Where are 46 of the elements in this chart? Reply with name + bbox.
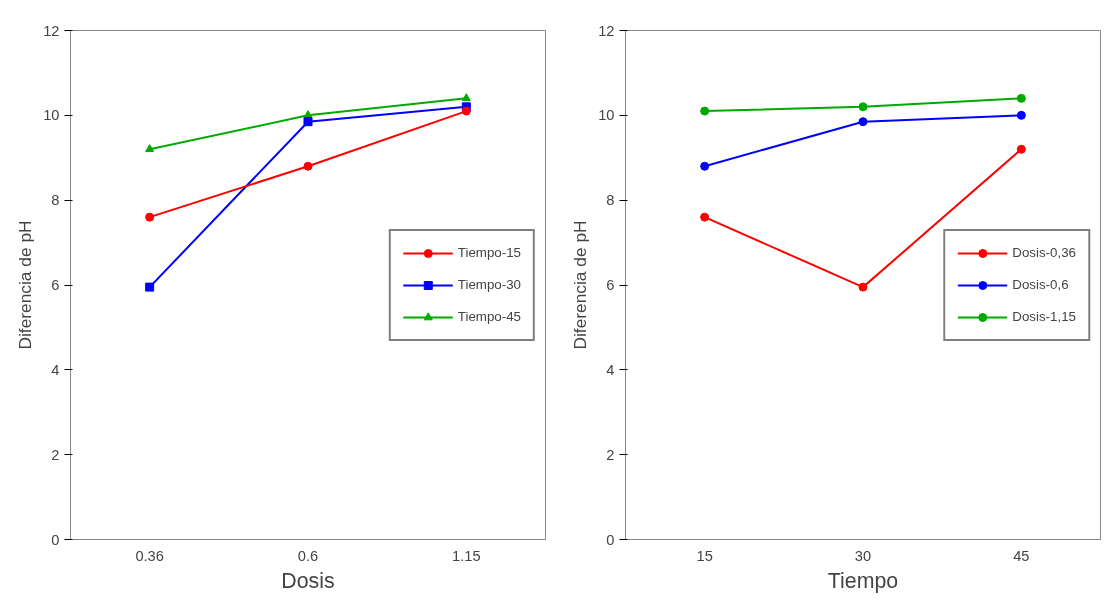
x-tick-label: 15 — [696, 547, 713, 564]
legend-label: Dosis-0,36 — [1012, 245, 1076, 260]
x-tick-label: 0.6 — [297, 547, 319, 564]
point — [1016, 110, 1026, 120]
y-axis-title: Diferencia de pH — [15, 220, 36, 350]
y-tick-label: 6 — [606, 277, 615, 293]
y-tick-label: 10 — [598, 107, 615, 124]
y-tick-label: 4 — [606, 361, 615, 378]
y-axis-title: Diferencia de pH — [570, 220, 591, 350]
point — [700, 106, 710, 116]
y-tick-label: 4 — [51, 361, 60, 378]
point — [303, 161, 313, 171]
point — [145, 212, 155, 222]
legend-label: Tiempo-30 — [457, 277, 521, 292]
y-tick-label: 2 — [51, 446, 60, 463]
legend-label: Dosis-1,15 — [1012, 309, 1076, 324]
point — [303, 117, 313, 127]
point — [700, 212, 710, 222]
x-axis-title: Dosis — [281, 568, 335, 593]
point — [1016, 144, 1026, 154]
point — [145, 282, 155, 292]
point — [858, 102, 868, 112]
y-tick-label: 6 — [51, 277, 60, 293]
x-axis-title: Tiempo — [827, 568, 899, 593]
y-tick-label: 0 — [606, 531, 615, 548]
y-tick-label: 8 — [51, 192, 60, 209]
y-tick-label: 12 — [598, 22, 615, 39]
point — [461, 93, 471, 102]
x-tick-label: 1.15 — [452, 547, 481, 564]
legend-label: Tiempo-15 — [457, 245, 521, 260]
y-tick-label: 2 — [606, 446, 615, 463]
point — [145, 144, 155, 153]
legend-label: Dosis-0,6 — [1012, 277, 1069, 292]
y-tick-label: 0 — [51, 531, 60, 548]
y-tick-label: 12 — [43, 22, 60, 39]
x-tick-label: 45 — [1013, 547, 1030, 564]
legend-label: Tiempo-45 — [457, 309, 521, 324]
x-tick-label: 0.36 — [135, 547, 164, 564]
point — [461, 106, 471, 116]
point — [1016, 93, 1026, 103]
point — [858, 282, 868, 292]
x-tick-label: 30 — [854, 547, 872, 564]
point — [700, 161, 710, 171]
point — [858, 117, 868, 127]
y-tick-label: 8 — [606, 192, 615, 209]
y-tick-label: 10 — [43, 107, 60, 124]
